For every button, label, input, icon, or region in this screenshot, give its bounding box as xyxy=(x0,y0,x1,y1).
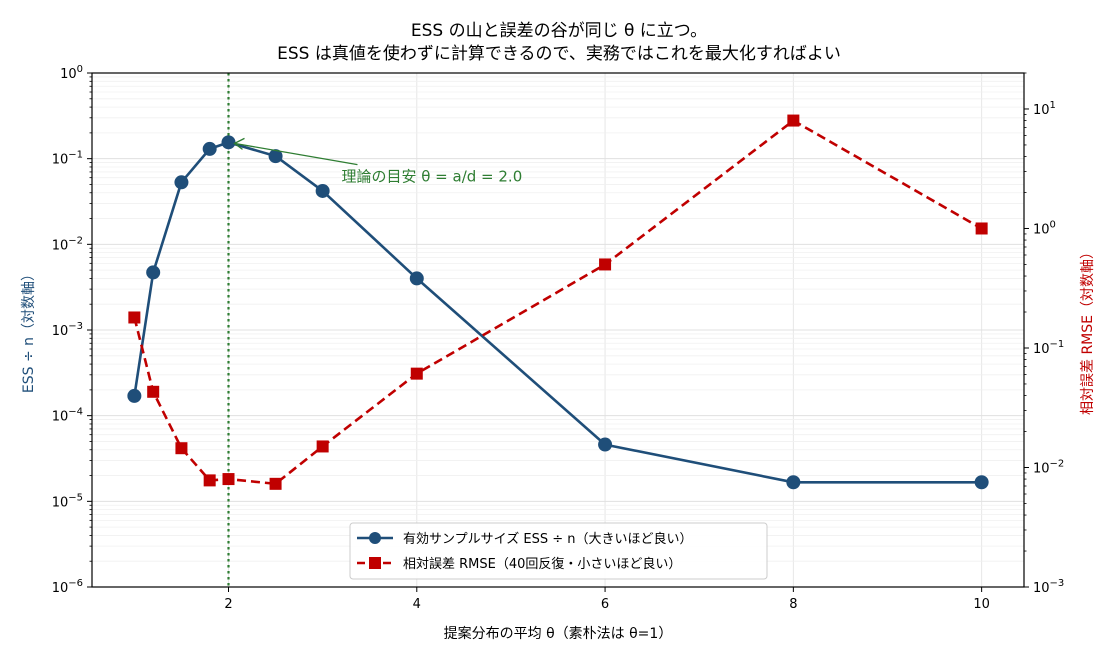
ess-point xyxy=(146,265,161,280)
x-tick-label: 6 xyxy=(601,597,609,612)
y-left-tick-label: 10−6 xyxy=(52,578,83,596)
rmse-point xyxy=(222,473,235,486)
y-right-tick-label: 101 xyxy=(1033,100,1056,118)
y-left-tick-label: 10−3 xyxy=(52,321,83,339)
chart-title-line-1: ESS の山と誤差の谷が同じ θ に立つ。 xyxy=(411,21,707,41)
y-left-tick-label: 10−2 xyxy=(52,235,83,253)
rmse-point xyxy=(787,114,800,127)
ess-point xyxy=(974,475,989,490)
ess-point xyxy=(268,149,283,164)
annotation: 理論の目安 θ = a/d = 2.0 xyxy=(233,137,522,186)
y-left-tick-label: 100 xyxy=(60,64,83,82)
rmse-point xyxy=(147,385,160,398)
legend: 有効サンプルサイズ ESS ÷ n（大きいほど良い） 相対誤差 RMSE（40回… xyxy=(349,522,768,580)
y-left-tick-label: 10−1 xyxy=(52,150,83,168)
rmse-point xyxy=(203,474,216,487)
ess-point xyxy=(598,437,613,452)
legend-label-ess: 有効サンプルサイズ ESS ÷ n（大きいほど良い） xyxy=(403,531,692,547)
y-right-tick-label: 10−1 xyxy=(1033,339,1064,357)
x-tick-label: 2 xyxy=(224,597,232,612)
ess-point xyxy=(174,175,189,190)
legend-marker-rmse xyxy=(369,557,381,569)
annotation-arrow-head xyxy=(233,137,245,150)
ess-point xyxy=(315,183,330,198)
y-right-tick-label: 10−3 xyxy=(1033,578,1064,596)
rmse-point xyxy=(410,367,423,380)
rmse-point xyxy=(128,311,141,324)
axis-ticks: 2 4 6 8 10 100 10−1 10−2 10−3 10−4 10−5 10−6 101 100 1… xyxy=(52,64,1065,612)
rmse-point xyxy=(175,442,188,455)
rmse-point xyxy=(975,222,988,235)
ess-point xyxy=(127,388,142,403)
annotation-text: 理論の目安 θ = a/d = 2.0 xyxy=(341,168,522,186)
y-right-tick-label: 100 xyxy=(1033,219,1056,237)
ess-point xyxy=(202,141,217,156)
legend-marker-ess xyxy=(369,532,381,544)
ess-point xyxy=(221,135,236,150)
grid xyxy=(92,72,1024,588)
x-tick-label: 10 xyxy=(973,597,990,612)
x-axis-label: 提案分布の平均 θ（素朴法は θ=1） xyxy=(444,625,673,642)
ess-point xyxy=(786,475,801,490)
x-tick-label: 4 xyxy=(413,597,421,612)
legend-box xyxy=(349,522,768,580)
rmse-point xyxy=(599,258,612,271)
rmse-series-line xyxy=(133,119,983,486)
annotation-arrow-line xyxy=(234,142,358,166)
ess-series-line xyxy=(133,141,982,484)
y-right-tick-label: 10−2 xyxy=(1033,458,1064,476)
x-tick-label: 8 xyxy=(789,597,797,612)
y-axis-label-left: ESS ÷ n（対数軸） xyxy=(21,267,37,393)
y-left-tick-label: 10−5 xyxy=(52,492,83,510)
legend-label-rmse: 相対誤差 RMSE（40回反復・小さいほど良い） xyxy=(403,556,681,572)
series-layer xyxy=(127,73,989,587)
plot-frame xyxy=(91,72,1025,588)
ess-point xyxy=(409,271,424,286)
chart-title-line-2: ESS は真値を使わずに計算できるので、実務ではこれを最大化すればよい xyxy=(277,43,841,64)
rmse-point xyxy=(316,440,329,453)
y-axis-label-right: 相対誤差 RMSE（対数軸） xyxy=(1080,245,1096,415)
y-left-tick-label: 10−4 xyxy=(52,407,83,425)
rmse-point xyxy=(269,477,282,490)
